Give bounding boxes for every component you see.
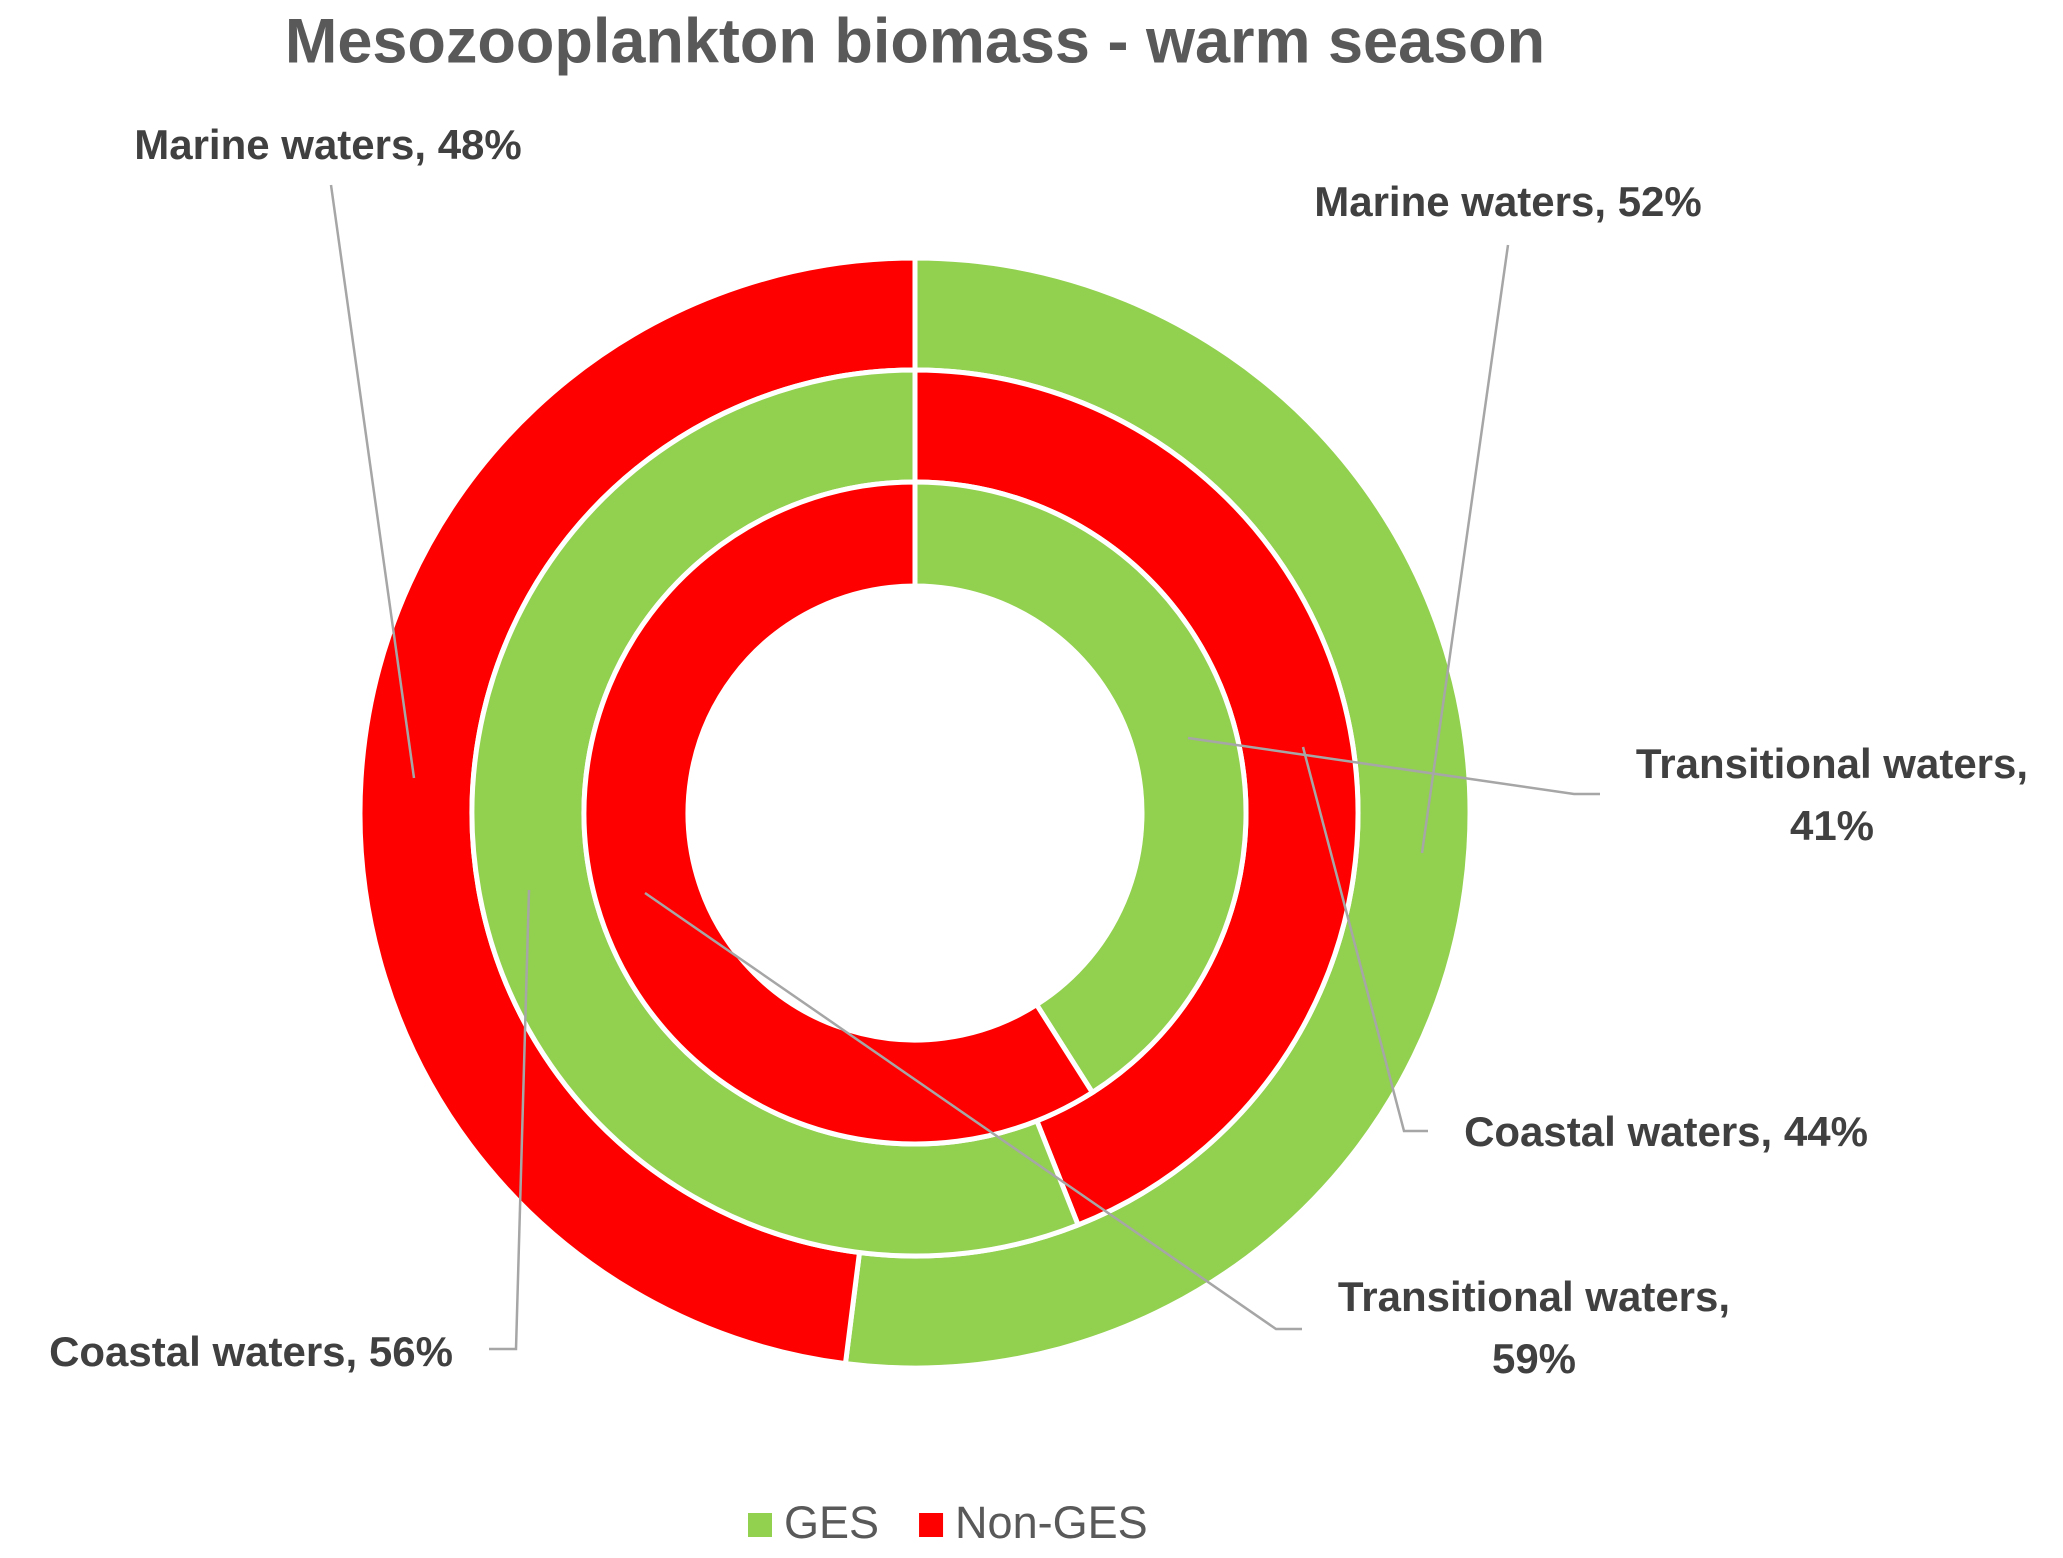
data-label: Marine waters, 52% — [1314, 178, 1702, 225]
data-label: Marine waters, 48% — [134, 121, 522, 168]
ring-segment — [912, 479, 1249, 1096]
leader-line — [1187, 736, 1600, 796]
chart-title: Mesozooplankton biomass - warm season — [285, 7, 1545, 77]
legend-label: Non-GES — [955, 1497, 1148, 1548]
data-label-line: Transitional waters, — [1338, 1273, 1730, 1320]
data-label-line: 59% — [1492, 1335, 1576, 1382]
data-label: Transitional waters, 41% — [1636, 740, 2028, 849]
ring-segment — [581, 479, 1096, 1147]
legend-swatch — [748, 1513, 772, 1537]
leader-line — [1301, 746, 1428, 1133]
leader-line — [489, 889, 531, 1351]
data-label: Transitional waters, 59% — [1338, 1273, 1730, 1382]
data-label-line: 41% — [1790, 802, 1874, 849]
data-label-line: Transitional waters, — [1636, 740, 2028, 787]
leader-line — [329, 184, 416, 779]
legend-label: GES — [784, 1497, 879, 1548]
data-label: Coastal waters, 44% — [1464, 1108, 1868, 1155]
legend-swatch — [919, 1513, 944, 1537]
leader-line — [1420, 244, 1510, 854]
leader-line — [644, 891, 1302, 1331]
data-label: Coastal waters, 56% — [49, 1328, 453, 1375]
